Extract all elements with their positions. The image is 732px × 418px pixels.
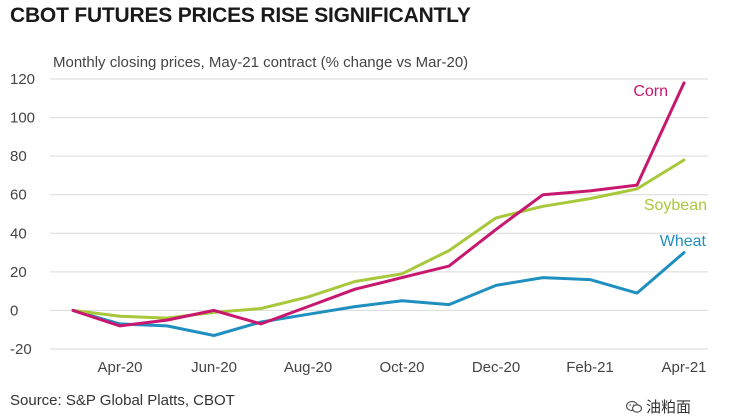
chart-subtitle: Monthly closing prices, May-21 contract … bbox=[53, 54, 469, 71]
y-tick-label: 120 bbox=[10, 71, 35, 88]
y-tick-label: 100 bbox=[10, 110, 35, 127]
y-tick-label: 60 bbox=[10, 187, 27, 204]
series-labels: Corn Soybean Wheat bbox=[633, 83, 707, 250]
series-layer bbox=[71, 81, 686, 337]
watermark-text: 油粕面 bbox=[646, 399, 692, 416]
x-tick-label: Apr-20 bbox=[97, 359, 142, 376]
x-tick-label: Apr-21 bbox=[661, 359, 706, 376]
y-tick-label: 40 bbox=[10, 225, 27, 242]
x-tick-label: Oct-20 bbox=[379, 359, 424, 376]
series-label-soybean: Soybean bbox=[644, 197, 707, 214]
series-label-corn: Corn bbox=[633, 83, 668, 100]
x-axis-ticks: Apr-20 Jun-20 Aug-20 Oct-20 Dec-20 Feb-21 Apr-… bbox=[97, 359, 706, 376]
x-tick-label: Dec-20 bbox=[472, 359, 520, 376]
grid-layer bbox=[50, 78, 708, 350]
x-tick-label: Feb-21 bbox=[566, 359, 614, 376]
series-line-soybean bbox=[71, 158, 686, 320]
series-line-corn bbox=[71, 81, 686, 328]
y-tick-label: 20 bbox=[10, 264, 27, 281]
x-tick-label: Jun-20 bbox=[191, 359, 237, 376]
y-tick-label: -20 bbox=[10, 341, 32, 358]
x-tick-label: Aug-20 bbox=[284, 359, 332, 376]
source-note: Source: S&P Global Platts, CBOT bbox=[10, 392, 235, 409]
wechat-icon bbox=[626, 400, 642, 413]
series-line-wheat bbox=[71, 251, 686, 337]
y-tick-label: 0 bbox=[10, 302, 18, 319]
series-label-wheat: Wheat bbox=[660, 233, 707, 250]
y-tick-label: 80 bbox=[10, 148, 27, 165]
watermark: 油粕面 bbox=[626, 396, 691, 417]
y-axis-ticks: -20 0 20 40 60 80 100 120 bbox=[10, 71, 35, 358]
chart-title: CBOT FUTURES PRICES RISE SIGNIFICANTLY bbox=[10, 4, 471, 27]
